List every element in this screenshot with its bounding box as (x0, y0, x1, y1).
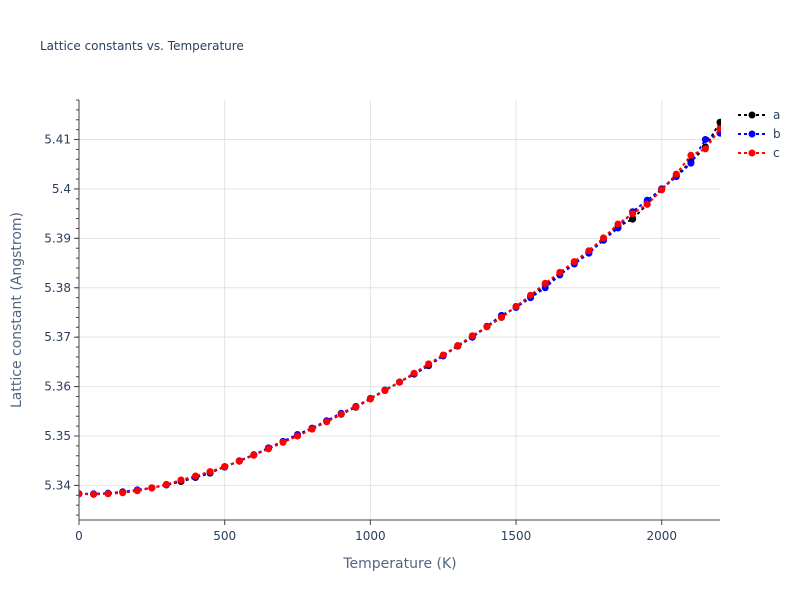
data-point-c[interactable] (498, 313, 505, 321)
data-point-c[interactable] (221, 463, 229, 471)
data-point-c[interactable] (235, 457, 243, 465)
legend-label-b: b (773, 127, 781, 141)
data-point-c[interactable] (104, 490, 112, 498)
data-point-c[interactable] (250, 451, 258, 459)
y-tick-label: 5.34 (44, 478, 71, 492)
data-point-c[interactable] (716, 125, 724, 133)
x-tick-label: 0 (75, 529, 83, 543)
x-axis-title: Temperature (K) (342, 556, 456, 572)
data-point-c[interactable] (687, 151, 695, 159)
legend[interactable]: abc (738, 108, 781, 160)
axes (78, 100, 720, 521)
legend-item-c[interactable]: c (738, 146, 780, 160)
series-line-a (79, 121, 721, 496)
y-tick-label: 5.37 (44, 330, 71, 344)
data-point-c[interactable] (192, 472, 199, 480)
data-point-c[interactable] (396, 378, 403, 386)
data-point-c[interactable] (556, 268, 564, 276)
y-tick-label: 5.35 (44, 429, 71, 443)
data-point-c[interactable] (468, 332, 476, 340)
series-a (79, 118, 724, 498)
data-point-c[interactable] (629, 210, 637, 218)
data-point-c[interactable] (701, 145, 709, 153)
data-point-c[interactable] (512, 303, 520, 310)
data-point-c[interactable] (410, 369, 418, 377)
data-point-c[interactable] (294, 432, 301, 440)
data-point-c[interactable] (527, 291, 535, 299)
data-point-c[interactable] (133, 487, 141, 495)
data-point-c[interactable] (541, 279, 549, 287)
data-point-c[interactable] (672, 170, 680, 178)
y-tick-label: 5.36 (44, 380, 71, 394)
series-c (76, 125, 724, 498)
data-point-c[interactable] (119, 489, 127, 497)
legend-marker-a (748, 111, 756, 119)
data-point-c[interactable] (658, 186, 666, 194)
legend-label-c: c (773, 146, 780, 160)
data-point-c[interactable] (308, 425, 316, 433)
data-point-c[interactable] (425, 360, 433, 368)
legend-item-b[interactable]: b (738, 127, 781, 141)
data-point-c[interactable] (381, 387, 389, 394)
data-point-b[interactable] (687, 159, 695, 167)
data-point-b[interactable] (701, 136, 709, 143)
data-point-c[interactable] (614, 220, 622, 228)
data-point-c[interactable] (76, 490, 83, 498)
data-point-c[interactable] (585, 247, 593, 255)
data-point-c[interactable] (454, 342, 462, 350)
series-line-b (79, 132, 721, 495)
legend-marker-b (748, 130, 756, 138)
x-tick-label: 2000 (646, 529, 677, 543)
data-point-c[interactable] (600, 234, 607, 242)
data-point-c[interactable] (570, 258, 578, 266)
data-point-c[interactable] (483, 323, 491, 331)
legend-label-a: a (773, 108, 780, 122)
data-point-c[interactable] (439, 351, 447, 359)
data-point-c[interactable] (323, 418, 331, 426)
y-tick-label: 5.4 (52, 182, 71, 196)
chart-title: Lattice constants vs. Temperature (40, 39, 244, 53)
y-tick-label: 5.38 (44, 281, 71, 295)
plot-area (76, 118, 724, 498)
data-point-c[interactable] (352, 403, 360, 411)
data-point-a[interactable] (716, 118, 724, 126)
y-axis-title: Lattice constant (Angstrom) (9, 212, 25, 408)
series-line-c (79, 128, 721, 496)
data-point-c[interactable] (148, 484, 156, 492)
data-point-c[interactable] (264, 445, 272, 453)
series-b (79, 129, 721, 498)
data-point-c[interactable] (366, 395, 374, 403)
y-tick-label: 5.41 (44, 133, 71, 147)
legend-marker-c (748, 149, 756, 157)
legend-item-a[interactable]: a (738, 108, 780, 122)
data-point-c[interactable] (206, 468, 214, 476)
x-tick-label: 1000 (355, 529, 386, 543)
data-point-c[interactable] (90, 490, 98, 498)
x-tick-label: 1500 (501, 529, 532, 543)
data-point-c[interactable] (162, 480, 170, 488)
data-point-c[interactable] (337, 410, 345, 418)
gridlines (79, 100, 720, 520)
data-point-c[interactable] (177, 476, 185, 484)
data-point-a[interactable] (629, 215, 637, 223)
data-point-c[interactable] (643, 200, 651, 208)
y-tick-label: 5.39 (44, 231, 71, 245)
tick-labels: 0 500 1000 1500 2000 5.34 5.35 5.36 5.37 5.38 5.39… (44, 99, 677, 543)
data-point-c[interactable] (279, 438, 287, 446)
x-tick-label: 500 (213, 529, 236, 543)
